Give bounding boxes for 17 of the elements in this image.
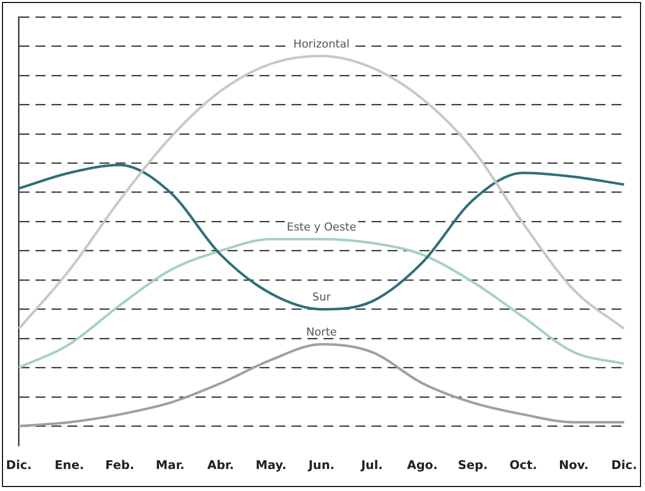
x-tick-label: Nov. bbox=[558, 458, 589, 472]
x-tick-label: Feb. bbox=[105, 458, 134, 472]
x-tick-label: Mar. bbox=[156, 458, 185, 472]
series-label: Norte bbox=[306, 326, 338, 339]
series-label: Este y Oeste bbox=[286, 220, 356, 234]
x-tick-label: Dic. bbox=[6, 458, 32, 472]
x-tick-label: May. bbox=[256, 458, 287, 472]
x-tick-label: Dic. bbox=[611, 458, 637, 472]
series-label: Sur bbox=[312, 290, 332, 304]
x-tick-label: Jul. bbox=[360, 458, 383, 472]
x-tick-label: Ene. bbox=[54, 458, 84, 472]
series-label: Horizontal bbox=[293, 37, 350, 50]
x-tick-label: Jun. bbox=[307, 458, 335, 472]
x-tick-label: Sep. bbox=[458, 458, 488, 472]
x-tick-label: Oct. bbox=[509, 458, 538, 472]
x-tick-label: Ago. bbox=[407, 458, 438, 472]
x-tick-label: Abr. bbox=[207, 458, 234, 472]
